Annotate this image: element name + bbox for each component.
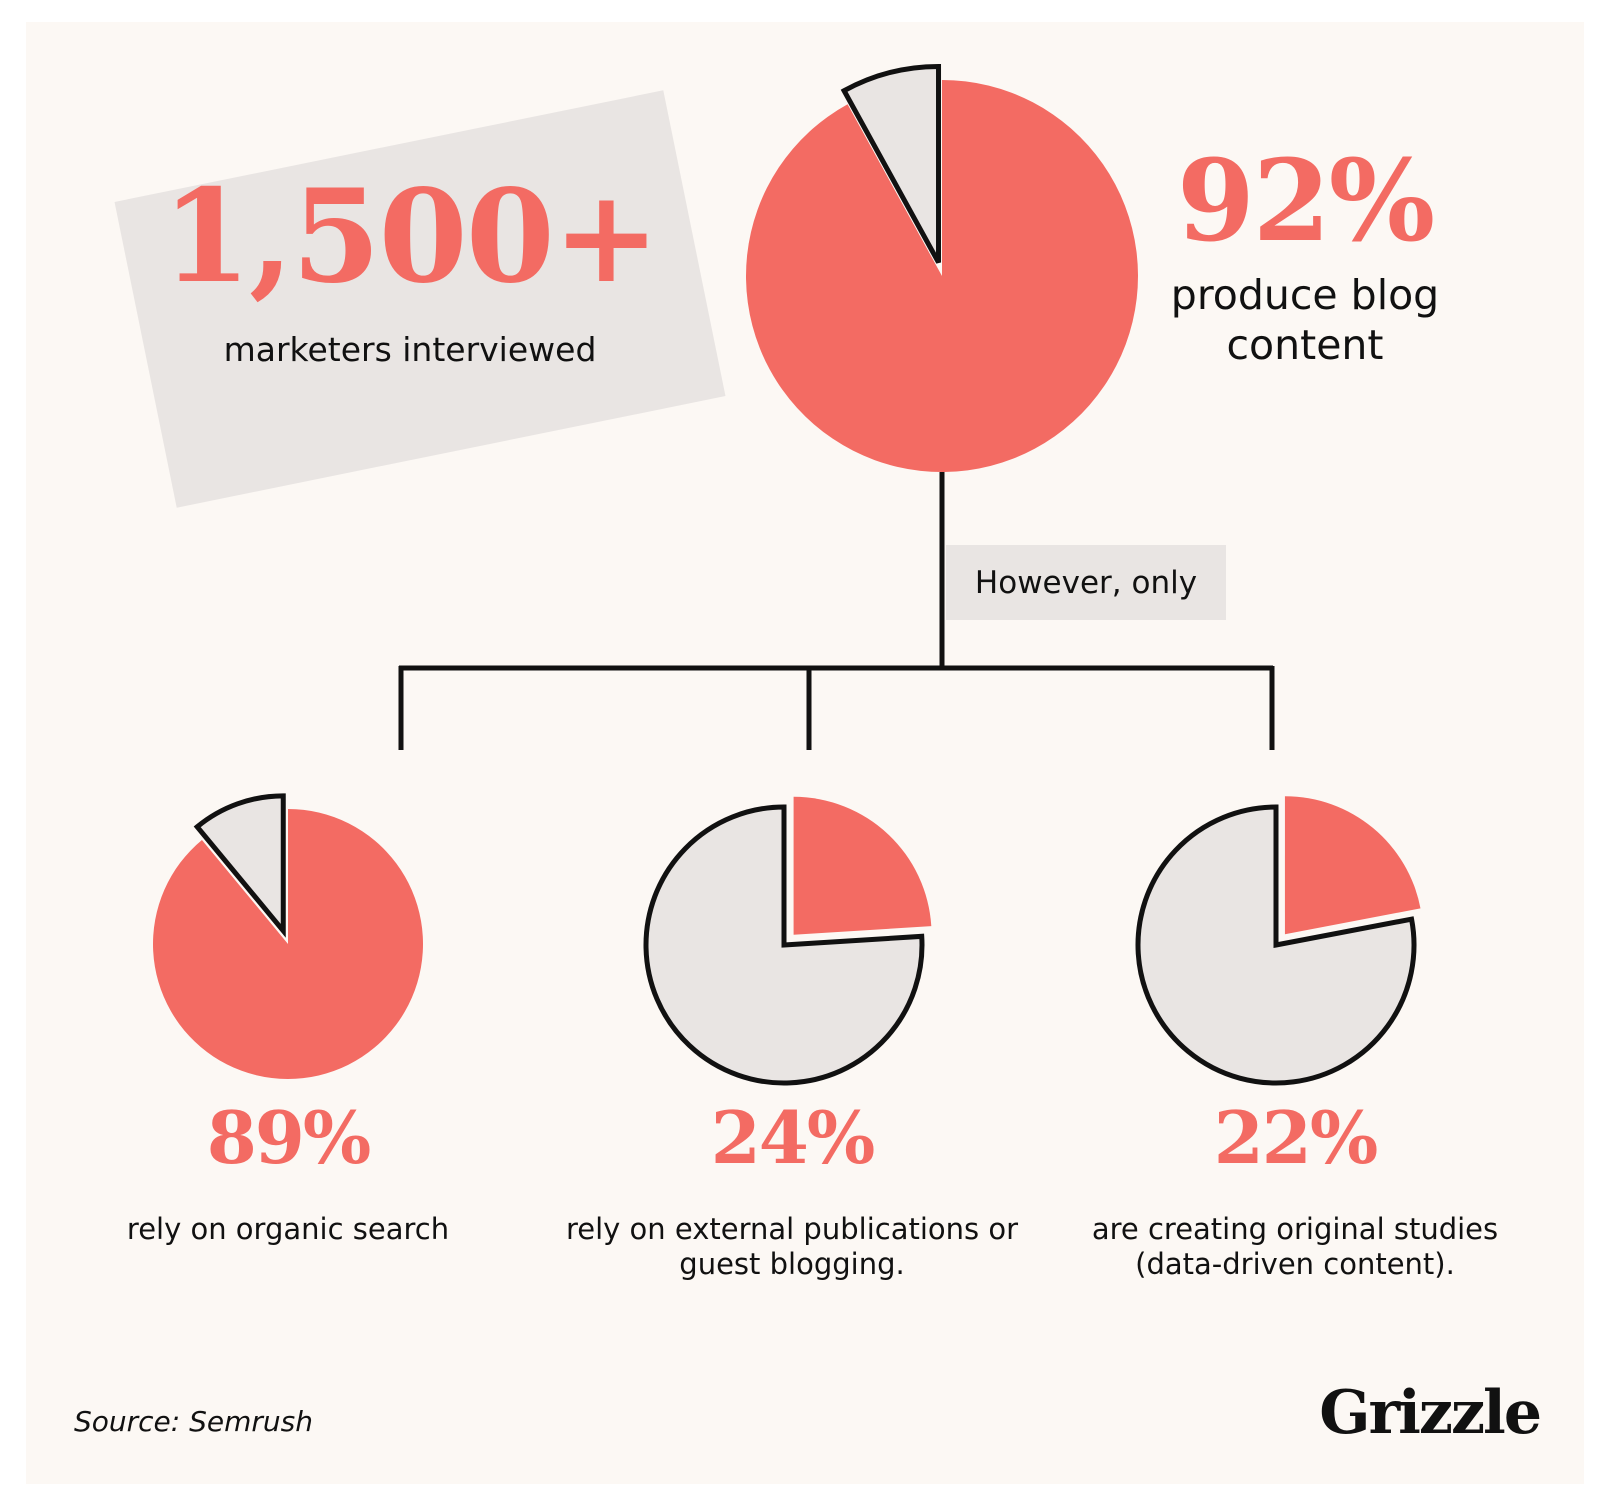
organic-search-pie — [153, 793, 424, 1079]
main-percentage: 92% — [1176, 136, 1435, 267]
guest-blogging-label: rely on external publications or guest b… — [565, 1212, 1019, 1281]
original-studies-pie — [1135, 796, 1421, 1086]
tree-connector — [398, 472, 1275, 750]
slice-neutral — [193, 793, 286, 938]
slice-accent — [793, 796, 932, 935]
main-percentage-label: produce blog content — [1170, 271, 1440, 370]
brand-logo: Grizzle — [1319, 1378, 1542, 1448]
source-note: Source: Semrush — [74, 1405, 313, 1438]
slice-accent — [746, 80, 1139, 473]
slice-neutral — [643, 804, 925, 1086]
connector-note-text: However, only — [974, 564, 1198, 601]
respondent-count: 1,500+ — [161, 162, 660, 312]
respondent-count-label: marketers interviewed — [223, 330, 597, 369]
organic-search-label: rely on organic search — [126, 1212, 450, 1246]
original-studies-label: are creating original studies (data-driv… — [1091, 1212, 1499, 1281]
slice-neutral — [1135, 804, 1417, 1086]
original-studies-percentage: 22% — [1213, 1095, 1379, 1180]
blog-content-pie — [746, 63, 1139, 473]
slice-neutral — [840, 63, 942, 264]
guest-blogging-pie — [643, 796, 932, 1086]
guest-blogging-percentage: 24% — [710, 1095, 876, 1180]
slice-accent — [153, 809, 424, 1079]
pies-group — [153, 63, 1421, 1086]
slice-accent — [1284, 796, 1421, 935]
connector-note-box: However, only — [946, 545, 1226, 620]
organic-search-percentage: 89% — [206, 1095, 372, 1180]
